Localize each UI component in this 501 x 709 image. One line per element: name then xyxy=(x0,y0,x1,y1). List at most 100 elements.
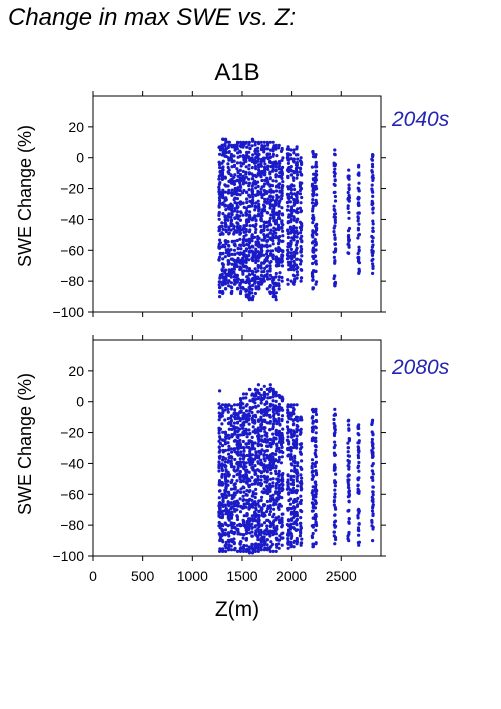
data-point xyxy=(310,534,314,538)
data-point xyxy=(295,542,299,546)
data-point xyxy=(217,213,221,217)
data-point xyxy=(346,509,350,513)
data-point xyxy=(347,439,351,443)
data-point xyxy=(235,490,239,494)
data-point xyxy=(250,177,254,181)
data-point xyxy=(274,298,278,302)
data-point xyxy=(229,281,233,285)
data-point xyxy=(244,190,249,195)
data-point xyxy=(265,179,269,183)
data-point xyxy=(235,238,239,243)
data-point xyxy=(242,237,246,241)
data-point xyxy=(244,469,248,473)
data-point xyxy=(259,458,263,462)
data-point xyxy=(220,475,224,479)
data-point xyxy=(262,453,266,457)
data-point xyxy=(238,202,243,206)
data-point xyxy=(332,250,336,254)
data-point xyxy=(229,515,234,519)
data-point xyxy=(296,419,300,423)
data-point xyxy=(260,178,264,183)
data-point xyxy=(256,269,260,273)
data-point xyxy=(296,461,300,465)
data-point xyxy=(263,236,267,240)
data-point xyxy=(217,469,221,473)
data-point xyxy=(277,247,281,251)
data-point xyxy=(286,254,291,258)
data-point xyxy=(256,388,260,392)
data-point xyxy=(233,216,237,220)
data-point xyxy=(271,198,275,202)
data-point xyxy=(241,445,245,450)
data-point xyxy=(276,407,280,411)
data-point xyxy=(265,264,269,268)
data-point xyxy=(333,162,337,166)
data-point xyxy=(218,241,222,245)
data-point xyxy=(259,266,263,270)
data-point xyxy=(220,464,224,468)
data-point xyxy=(223,474,227,478)
data-point xyxy=(260,434,264,438)
data-point xyxy=(242,243,246,248)
data-point xyxy=(274,472,278,476)
data-point xyxy=(217,431,221,435)
data-point xyxy=(260,463,264,467)
data-point xyxy=(224,287,228,291)
data-point xyxy=(298,432,302,436)
data-point xyxy=(270,203,275,207)
data-point xyxy=(268,202,272,206)
data-point xyxy=(232,175,236,179)
data-point xyxy=(280,259,284,263)
data-point xyxy=(262,409,266,413)
data-point xyxy=(221,212,225,216)
data-point xyxy=(273,203,278,207)
data-point xyxy=(356,514,360,518)
data-point xyxy=(277,474,281,478)
data-point xyxy=(267,547,272,551)
data-point xyxy=(300,487,304,491)
data-point xyxy=(265,454,270,458)
data-point xyxy=(289,431,293,435)
data-point xyxy=(248,228,252,232)
data-point xyxy=(296,191,300,195)
data-point xyxy=(262,238,266,242)
data-point xyxy=(244,409,249,413)
data-point xyxy=(371,485,375,489)
data-point xyxy=(256,259,260,263)
data-point xyxy=(314,243,318,247)
data-point xyxy=(277,284,281,288)
data-point xyxy=(268,512,272,517)
data-point xyxy=(291,157,295,161)
data-point xyxy=(292,459,296,463)
data-point xyxy=(227,232,231,236)
data-point xyxy=(280,146,284,151)
data-point xyxy=(265,406,269,410)
data-point xyxy=(356,526,361,530)
data-point xyxy=(310,241,315,245)
data-point xyxy=(238,510,243,514)
data-point xyxy=(299,167,303,171)
data-point xyxy=(294,163,299,167)
data-point xyxy=(244,165,248,169)
data-point xyxy=(262,466,266,470)
data-point xyxy=(292,203,296,207)
data-point xyxy=(235,161,239,165)
data-point xyxy=(268,428,272,432)
data-point xyxy=(292,151,296,155)
data-point xyxy=(232,504,236,508)
data-point xyxy=(223,176,227,180)
data-point xyxy=(371,153,375,157)
data-point xyxy=(245,153,249,157)
data-point xyxy=(262,269,266,274)
data-point xyxy=(238,140,243,144)
data-point xyxy=(271,463,275,467)
data-point xyxy=(223,183,227,187)
data-point xyxy=(277,478,281,482)
data-point xyxy=(268,482,272,486)
data-point xyxy=(268,510,272,514)
data-point xyxy=(289,219,293,224)
data-point xyxy=(265,439,270,443)
data-point xyxy=(247,277,251,281)
data-point xyxy=(285,192,290,197)
data-point xyxy=(285,208,290,212)
